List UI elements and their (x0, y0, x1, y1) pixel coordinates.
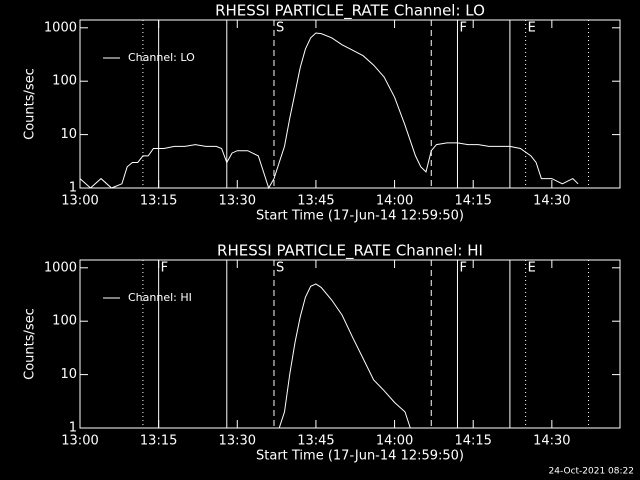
event-label: E (528, 21, 536, 36)
event-label: F (459, 261, 466, 276)
event-label: E (528, 261, 536, 276)
x-tick-label: 13:00 (61, 194, 98, 209)
x-tick-label: 14:30 (533, 194, 570, 209)
y-tick-label: 1000 (44, 260, 77, 275)
y-tick-label: 100 (52, 314, 77, 329)
event-label: S (276, 261, 284, 276)
y-tick-label: 1000 (44, 20, 77, 35)
y-tick-label: 100 (52, 74, 77, 89)
x-tick-label: 14:00 (376, 434, 413, 449)
plot-frame (79, 19, 621, 189)
footer-date: 24-Oct-2021 08:22 (549, 467, 634, 477)
x-tick-label: 13:15 (140, 434, 177, 449)
x-tick-label: 14:00 (376, 194, 413, 209)
event-label: F (459, 21, 466, 36)
y-tick-label: 1 (69, 421, 77, 436)
x-tick-label: 13:30 (219, 434, 256, 449)
x-axis-label: Start Time (17-Jun-14 12:59:50) (256, 449, 464, 464)
legend-label: Channel: LO (128, 51, 195, 64)
data-line (278, 283, 411, 429)
y-tick-label: 1 (69, 181, 77, 196)
x-tick-label: 13:00 (61, 434, 98, 449)
x-axis-label: Start Time (17-Jun-14 12:59:50) (256, 209, 464, 224)
chart-title: RHESSI PARTICLE_RATE Channel: HI (217, 242, 483, 261)
chart-title: RHESSI PARTICLE_RATE Channel: LO (215, 2, 485, 21)
event-label: F (161, 261, 168, 276)
x-tick-label: 14:15 (454, 434, 491, 449)
y-tick-label: 10 (60, 127, 77, 142)
legend-label: Channel: HI (128, 291, 192, 304)
x-tick-label: 13:30 (219, 194, 256, 209)
x-tick-label: 13:45 (297, 434, 334, 449)
data-line (79, 32, 579, 190)
y-axis-label: Counts/sec (23, 308, 38, 380)
x-tick-label: 13:15 (140, 194, 177, 209)
event-label: S (276, 21, 284, 36)
x-tick-label: 13:45 (297, 194, 334, 209)
plot-frame (79, 259, 621, 429)
y-axis-label: Counts/sec (23, 68, 38, 140)
x-tick-label: 14:30 (533, 434, 570, 449)
x-tick-label: 14:15 (454, 194, 491, 209)
y-tick-label: 10 (60, 367, 77, 382)
